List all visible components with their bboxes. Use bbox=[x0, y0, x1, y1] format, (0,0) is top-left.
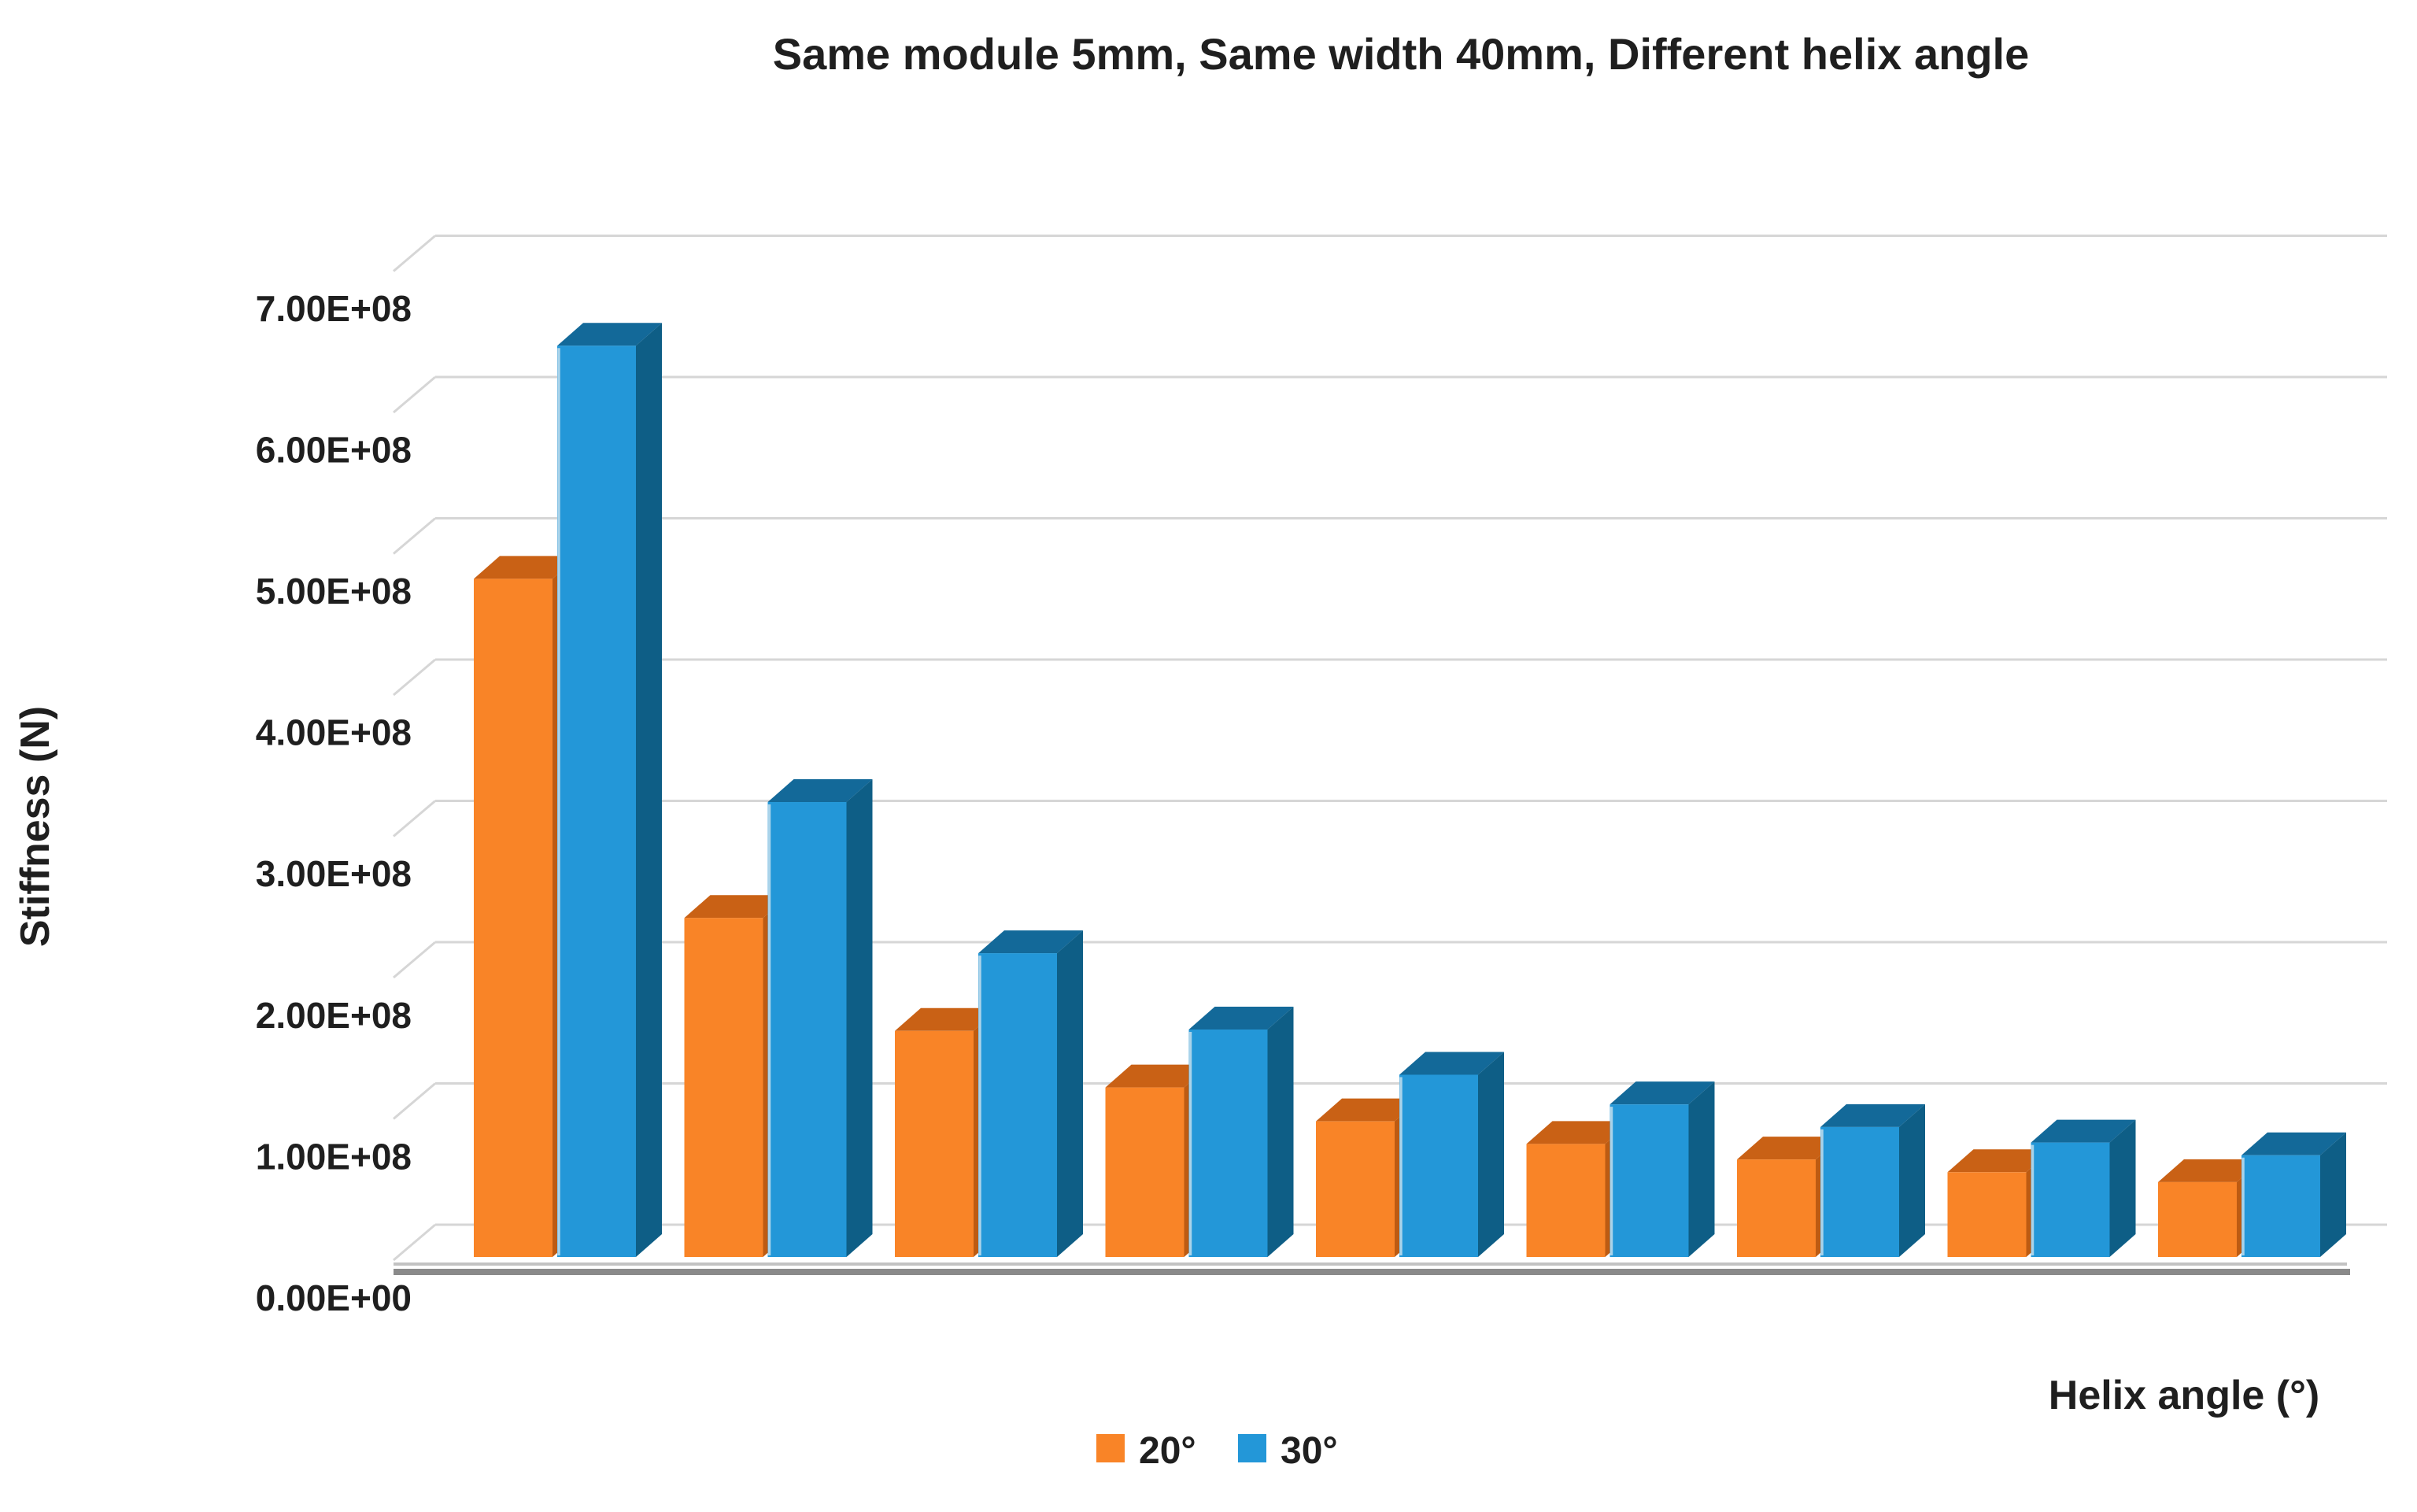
y-tick-label: 3.00E+08 bbox=[256, 853, 412, 894]
bar-group bbox=[474, 323, 662, 1258]
legend-label-30deg: 30° bbox=[1281, 1430, 1338, 1472]
bar-group bbox=[895, 930, 1083, 1257]
gridline-depth-connector bbox=[393, 235, 436, 272]
bar-30deg-group4-front bbox=[1188, 1030, 1268, 1257]
y-tick-label: 6.00E+08 bbox=[256, 429, 412, 470]
bar-20deg-group3-top bbox=[895, 1007, 1000, 1031]
floor bbox=[394, 1262, 2350, 1275]
bar-group bbox=[1526, 1081, 1715, 1257]
gridline-depth-connector bbox=[393, 658, 436, 697]
x-axis-title: Helix angle (°) bbox=[2049, 1373, 2319, 1418]
y-axis-title: Stiffness (N) bbox=[13, 706, 58, 947]
bar-20deg-group1-front bbox=[474, 579, 553, 1257]
gridline-depth-connector bbox=[393, 375, 436, 414]
bar-30deg-group9-top bbox=[2241, 1132, 2346, 1155]
bar-20deg-group4-top bbox=[1105, 1064, 1210, 1088]
y-axis-tick-labels: 0.00E+00 1.00E+08 2.00E+08 3.00E+08 4.00E+08… bbox=[256, 288, 412, 1318]
bar-20deg-group2-top bbox=[684, 895, 789, 919]
legend-label-20deg: 20° bbox=[1139, 1430, 1196, 1472]
bar-30deg-group1-front bbox=[557, 346, 636, 1258]
y-tick-label: 4.00E+08 bbox=[256, 712, 412, 753]
bar-30deg-group5-top bbox=[1399, 1052, 1504, 1075]
chart-title: Same module 5mm, Same width 40mm, Differ… bbox=[773, 29, 2029, 79]
bar-30deg-group4-side bbox=[1267, 1007, 1294, 1257]
bar-20deg-group8-top bbox=[1947, 1149, 2053, 1173]
bar-20deg-group1-top bbox=[474, 556, 578, 579]
bar-group bbox=[684, 779, 873, 1257]
bar-30deg-group1-side bbox=[636, 323, 662, 1258]
bar-group bbox=[1947, 1119, 2136, 1257]
bar-20deg-group7-top bbox=[1737, 1137, 1842, 1160]
bar-30deg-group2-top bbox=[767, 779, 873, 803]
bar-group bbox=[2158, 1132, 2346, 1257]
bars bbox=[474, 323, 2346, 1258]
bar-30deg-group8-top bbox=[2031, 1119, 2136, 1143]
bar-30deg-group3-front bbox=[978, 953, 1057, 1257]
bar-group bbox=[1316, 1052, 1504, 1257]
bar-30deg-group2-front bbox=[767, 802, 847, 1257]
bar-30deg-group3-top bbox=[978, 930, 1083, 954]
bar-30deg-group2-side bbox=[846, 779, 873, 1257]
bar-20deg-group5-top bbox=[1316, 1098, 1421, 1122]
legend-swatch-20deg bbox=[1096, 1434, 1125, 1462]
y-tick-label: 5.00E+08 bbox=[256, 571, 412, 612]
y-tick-label: 7.00E+08 bbox=[256, 288, 412, 329]
bar-30deg-group7-front bbox=[1820, 1126, 1899, 1257]
gridline-depth-connector bbox=[393, 800, 436, 837]
gridline-depth-connector bbox=[393, 941, 436, 979]
bar-group bbox=[1105, 1007, 1294, 1257]
bar-30deg-group5-side bbox=[1478, 1052, 1504, 1257]
bar-20deg-group4-front bbox=[1105, 1087, 1184, 1257]
bar-20deg-group3-front bbox=[895, 1030, 974, 1257]
bar-30deg-group7-top bbox=[1820, 1104, 1925, 1127]
y-tick-label: 0.00E+00 bbox=[256, 1277, 412, 1318]
bar-20deg-group9-top bbox=[2158, 1159, 2263, 1182]
bar-20deg-group6-top bbox=[1526, 1121, 1632, 1144]
bar-30deg-group1-top bbox=[557, 323, 662, 346]
gridline-depth-connector bbox=[393, 1082, 436, 1120]
y-tick-label: 2.00E+08 bbox=[256, 995, 412, 1036]
bar-20deg-group6-front bbox=[1526, 1144, 1606, 1257]
legend-swatch-30deg bbox=[1238, 1434, 1266, 1462]
bar-30deg-group4-top bbox=[1188, 1007, 1294, 1030]
bar-20deg-group2-front bbox=[684, 918, 763, 1257]
bar-30deg-group9-side bbox=[2320, 1132, 2346, 1257]
bar-20deg-group9-front bbox=[2158, 1181, 2237, 1257]
bar-20deg-group7-front bbox=[1737, 1159, 1816, 1257]
bar-30deg-group5-front bbox=[1399, 1074, 1478, 1257]
bar-30deg-group7-side bbox=[1899, 1104, 1925, 1257]
bar-20deg-group8-front bbox=[1947, 1172, 2027, 1257]
bar-30deg-group6-top bbox=[1609, 1081, 1715, 1105]
bar-30deg-group3-side bbox=[1057, 930, 1083, 1257]
bar-30deg-group8-front bbox=[2031, 1142, 2110, 1257]
bar-30deg-group6-front bbox=[1609, 1104, 1689, 1257]
y-tick-label: 1.00E+08 bbox=[256, 1136, 412, 1177]
legend: 20° 30° bbox=[1096, 1430, 1338, 1472]
bar-group bbox=[1737, 1104, 1925, 1257]
gridline-depth-connector bbox=[393, 517, 436, 555]
bar-30deg-group9-front bbox=[2241, 1155, 2320, 1257]
bar-30deg-group6-side bbox=[1688, 1081, 1715, 1257]
gridline-depth-connector bbox=[393, 1223, 436, 1262]
bar-20deg-group5-front bbox=[1316, 1121, 1395, 1257]
bar-30deg-group8-side bbox=[2109, 1119, 2136, 1257]
